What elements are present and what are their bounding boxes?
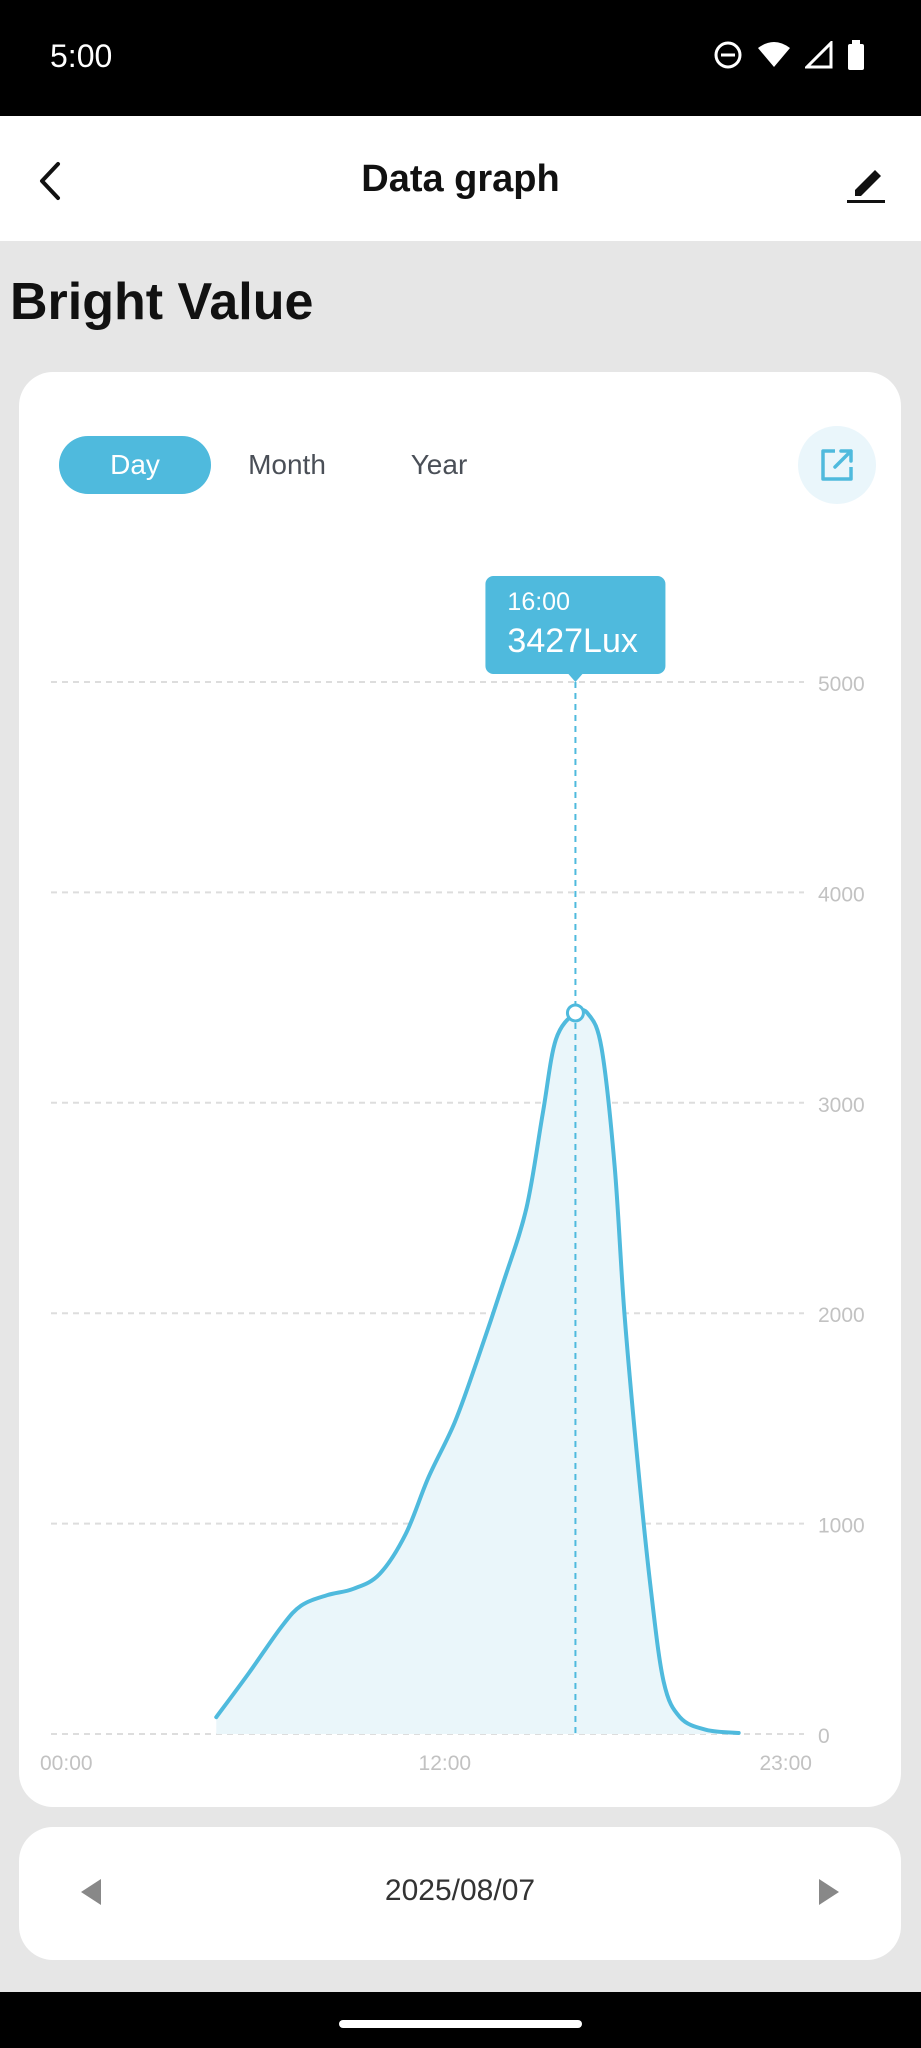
tooltip-box xyxy=(485,576,666,674)
previous-date-button[interactable] xyxy=(81,1879,101,1905)
page-title: Data graph xyxy=(361,158,560,200)
status-bar: 5:00 xyxy=(0,0,921,116)
export-button[interactable] xyxy=(798,426,876,504)
status-time: 5:00 xyxy=(50,38,113,74)
y-tick-label: 5000 xyxy=(818,673,865,696)
back-arrow-icon[interactable] xyxy=(30,156,80,206)
tab-day[interactable]: Day xyxy=(59,436,211,494)
y-tick-label: 2000 xyxy=(818,1304,865,1327)
next-date-button[interactable] xyxy=(819,1879,839,1905)
series-line xyxy=(214,1007,741,1735)
external-link-icon xyxy=(821,449,853,481)
status-icons xyxy=(713,40,865,70)
do-not-disturb-icon xyxy=(714,41,742,69)
battery-icon xyxy=(848,40,864,70)
y-tick-label: 0 xyxy=(818,1725,830,1748)
tooltip-time: 16:00 xyxy=(507,588,570,616)
tooltip-value: 3427Lux xyxy=(507,622,637,660)
tooltip-pointer xyxy=(568,674,583,682)
bright-value-chart[interactable]: 0 1000 2000 3000 4000 5000 00:00 12:00 23:00 16:0… xyxy=(19,372,901,1807)
home-gesture-pill[interactable] xyxy=(339,2020,582,2028)
period-tabs: Day Month Year xyxy=(59,436,515,494)
date-selector: 2025/08/07 xyxy=(19,1827,901,1960)
navigation-bar xyxy=(0,1992,921,2048)
wifi-icon xyxy=(758,42,790,67)
area-fill xyxy=(216,1009,739,1734)
tab-year[interactable]: Year xyxy=(410,449,468,480)
y-tick-label: 4000 xyxy=(818,883,865,906)
edit-pencil-icon[interactable] xyxy=(841,156,891,206)
x-tick-label: 23:00 xyxy=(759,1752,812,1775)
chart-card: Day Month Year 0 1000 2000 3000 4000 5000 00:0… xyxy=(19,372,901,1807)
current-date: 2025/08/07 xyxy=(384,1874,536,1907)
app-bar: Data graph xyxy=(0,116,921,241)
signal-icon xyxy=(805,41,833,69)
highlight-point[interactable] xyxy=(565,1003,585,1023)
page-heading: Bright Value xyxy=(10,273,314,331)
y-tick-label: 1000 xyxy=(818,1515,865,1538)
y-tick-label: 3000 xyxy=(818,1094,865,1117)
x-tick-label: 00:00 xyxy=(40,1752,93,1775)
tab-month[interactable]: Month xyxy=(248,449,326,480)
x-tick-label: 12:00 xyxy=(419,1752,472,1775)
